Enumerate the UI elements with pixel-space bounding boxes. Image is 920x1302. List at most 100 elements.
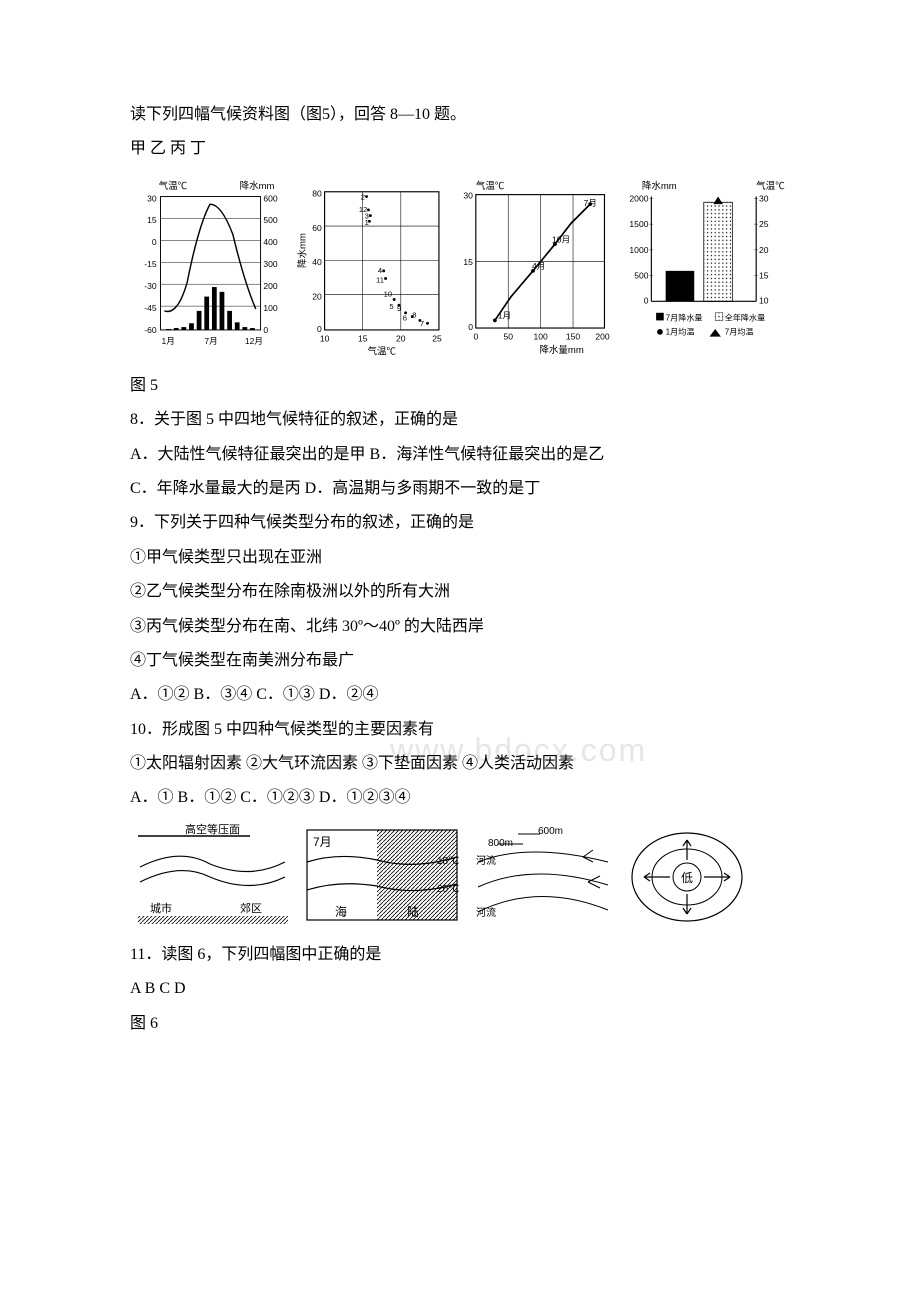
svg-text:18℃: 18℃ (437, 856, 459, 867)
fig6-panel-d: 低 (622, 822, 752, 932)
q9-item-3: ③丙气候类型分布在南、北纬 30º～40º 的大陆西岸 (130, 612, 790, 642)
svg-text:200: 200 (596, 331, 611, 341)
svg-text:-45: -45 (144, 303, 157, 313)
svg-text:30: 30 (464, 190, 474, 200)
svg-text:15: 15 (760, 270, 770, 280)
svg-text:气温℃: 气温℃ (757, 180, 786, 192)
svg-text:-30: -30 (144, 281, 157, 291)
svg-text:低: 低 (681, 871, 693, 885)
svg-text:0: 0 (317, 324, 322, 334)
labels-row: 甲 乙 丙 丁 (130, 134, 790, 164)
svg-text:-60: -60 (144, 325, 157, 335)
svg-text:河流: 河流 (476, 854, 496, 867)
svg-text:600: 600 (263, 193, 278, 203)
svg-text:陆: 陆 (407, 904, 419, 919)
svg-text:降水mm: 降水mm (642, 180, 677, 192)
svg-text:7月: 7月 (204, 336, 217, 346)
svg-text:0: 0 (644, 295, 649, 305)
svg-text:150: 150 (566, 331, 581, 341)
svg-text:100: 100 (534, 331, 549, 341)
svg-text:40: 40 (312, 257, 322, 267)
svg-text:7月均温: 7月均温 (725, 326, 754, 336)
svg-text:1: 1 (365, 218, 369, 227)
chart-bing: 气温℃ 30 15 0 0 50 100 150 200 降水量mm 1月 4月… (452, 173, 614, 363)
svg-text:15: 15 (464, 257, 474, 267)
q10-items: ①太阳辐射因素 ②大气环流因素 ③下垫面因素 ④人类活动因素 (130, 749, 790, 779)
svg-text:25: 25 (760, 219, 770, 229)
svg-text:20: 20 (760, 245, 770, 255)
fig6-panel-c: 600m 800m 河流 河流 (468, 822, 618, 932)
figure-6-caption: 图 6 (130, 1009, 790, 1039)
svg-text:0: 0 (474, 331, 479, 341)
svg-text:8: 8 (412, 310, 416, 319)
svg-text:80: 80 (312, 188, 322, 198)
svg-text:100: 100 (263, 303, 278, 313)
svg-text:全年降水量: 全年降水量 (725, 312, 765, 322)
svg-text:15: 15 (358, 333, 368, 343)
svg-text:400: 400 (263, 237, 278, 247)
svg-text:11: 11 (376, 275, 384, 284)
svg-text:郊区: 郊区 (240, 902, 262, 915)
svg-text:500: 500 (635, 270, 650, 280)
svg-text:0: 0 (152, 237, 157, 247)
q9-item-4: ④丁气候类型在南美洲分布最广 (130, 646, 790, 676)
svg-text:降水量mm: 降水量mm (540, 344, 584, 356)
svg-text:气温℃: 气温℃ (367, 345, 396, 357)
q9-options: A．①② B．③④ C．①③ D．②④ (130, 680, 790, 710)
svg-text:12月: 12月 (245, 336, 263, 346)
q9-stem: 9．下列关于四种气候类型分布的叙述，正确的是 (130, 508, 790, 538)
svg-text:海: 海 (335, 904, 347, 919)
q9-item-2: ②乙气候类型分布在除南极洲以外的所有大洲 (130, 577, 790, 607)
svg-text:600m: 600m (538, 826, 563, 837)
svg-text:200: 200 (263, 281, 278, 291)
svg-text:降水mm: 降水mm (297, 233, 309, 268)
svg-text:20: 20 (396, 333, 406, 343)
figure-6-row: 高空等压面 城市 郊区 7月 18℃ 20℃ 海 陆 600m 800m 河流 … (130, 822, 790, 932)
q10-stem: 10．形成图 5 中四种气候类型的主要因素有 (130, 715, 790, 745)
chart-jia-y2-label: 降水mm (240, 180, 275, 192)
chart-jia: 气温℃ 降水mm 30 15 0 -15 -30 -45 -60 600 500… (130, 173, 292, 363)
svg-text:城市: 城市 (150, 901, 172, 915)
figure-5-caption: 图 5 (130, 371, 790, 401)
svg-text:2000: 2000 (630, 193, 649, 203)
svg-text:30: 30 (760, 193, 770, 203)
svg-text:50: 50 (504, 331, 514, 341)
svg-text:7月降水量: 7月降水量 (666, 312, 703, 322)
svg-text:10: 10 (760, 295, 770, 305)
q8-option-cd: C．年降水量最大的是丙 D．高温期与多雨期不一致的是丁 (130, 474, 790, 504)
svg-text:1月: 1月 (498, 310, 511, 320)
svg-text:30: 30 (147, 193, 157, 203)
svg-text:1月: 1月 (161, 336, 174, 346)
svg-text:1000: 1000 (630, 245, 649, 255)
svg-text:1月均温: 1月均温 (666, 326, 695, 336)
svg-text:1500: 1500 (630, 219, 649, 229)
q11-stem: 11．读图 6，下列四幅图中正确的是 (130, 940, 790, 970)
svg-text:2: 2 (361, 192, 365, 201)
svg-text:-15: -15 (144, 259, 157, 269)
chart-jia-y1-label: 气温℃ (159, 180, 188, 192)
figure-5-row: 气温℃ 降水mm 30 15 0 -15 -30 -45 -60 600 500… (130, 173, 790, 363)
svg-text:300: 300 (263, 259, 278, 269)
svg-text:25: 25 (432, 333, 442, 343)
chart-ding: 降水mm 气温℃ 2000 1500 1000 500 0 30 25 20 1… (618, 173, 790, 363)
svg-text:10: 10 (320, 333, 330, 343)
chart-yi: 80 60 40 20 0 降水mm 10 15 20 25 气温℃ 2 12 … (296, 173, 448, 363)
svg-text:20: 20 (312, 291, 322, 301)
svg-text:7月: 7月 (313, 835, 332, 849)
svg-text:6: 6 (403, 313, 407, 322)
svg-text:10: 10 (384, 289, 392, 298)
fig6-panel-b: 7月 18℃ 20℃ 海 陆 (299, 822, 464, 932)
svg-text:0: 0 (263, 325, 268, 335)
fig6-panel-a: 高空等压面 城市 郊区 (130, 822, 295, 932)
q9-item-1: ①甲气候类型只出现在亚洲 (130, 543, 790, 573)
svg-text:5: 5 (389, 302, 393, 311)
svg-text:15: 15 (147, 215, 157, 225)
q8-option-ab: A．大陆性气候特征最突出的是甲 B．海洋性气候特征最突出的是乙 (130, 440, 790, 470)
q8-stem: 8．关于图 5 中四地气候特征的叙述，正确的是 (130, 405, 790, 435)
svg-text:9: 9 (397, 304, 401, 313)
svg-text:高空等压面: 高空等压面 (185, 822, 240, 836)
svg-text:500: 500 (263, 215, 278, 225)
q10-options: A．① B．①② C．①②③ D．①②③④ (130, 783, 790, 813)
svg-text:0: 0 (469, 322, 474, 332)
svg-text:7: 7 (420, 319, 424, 328)
